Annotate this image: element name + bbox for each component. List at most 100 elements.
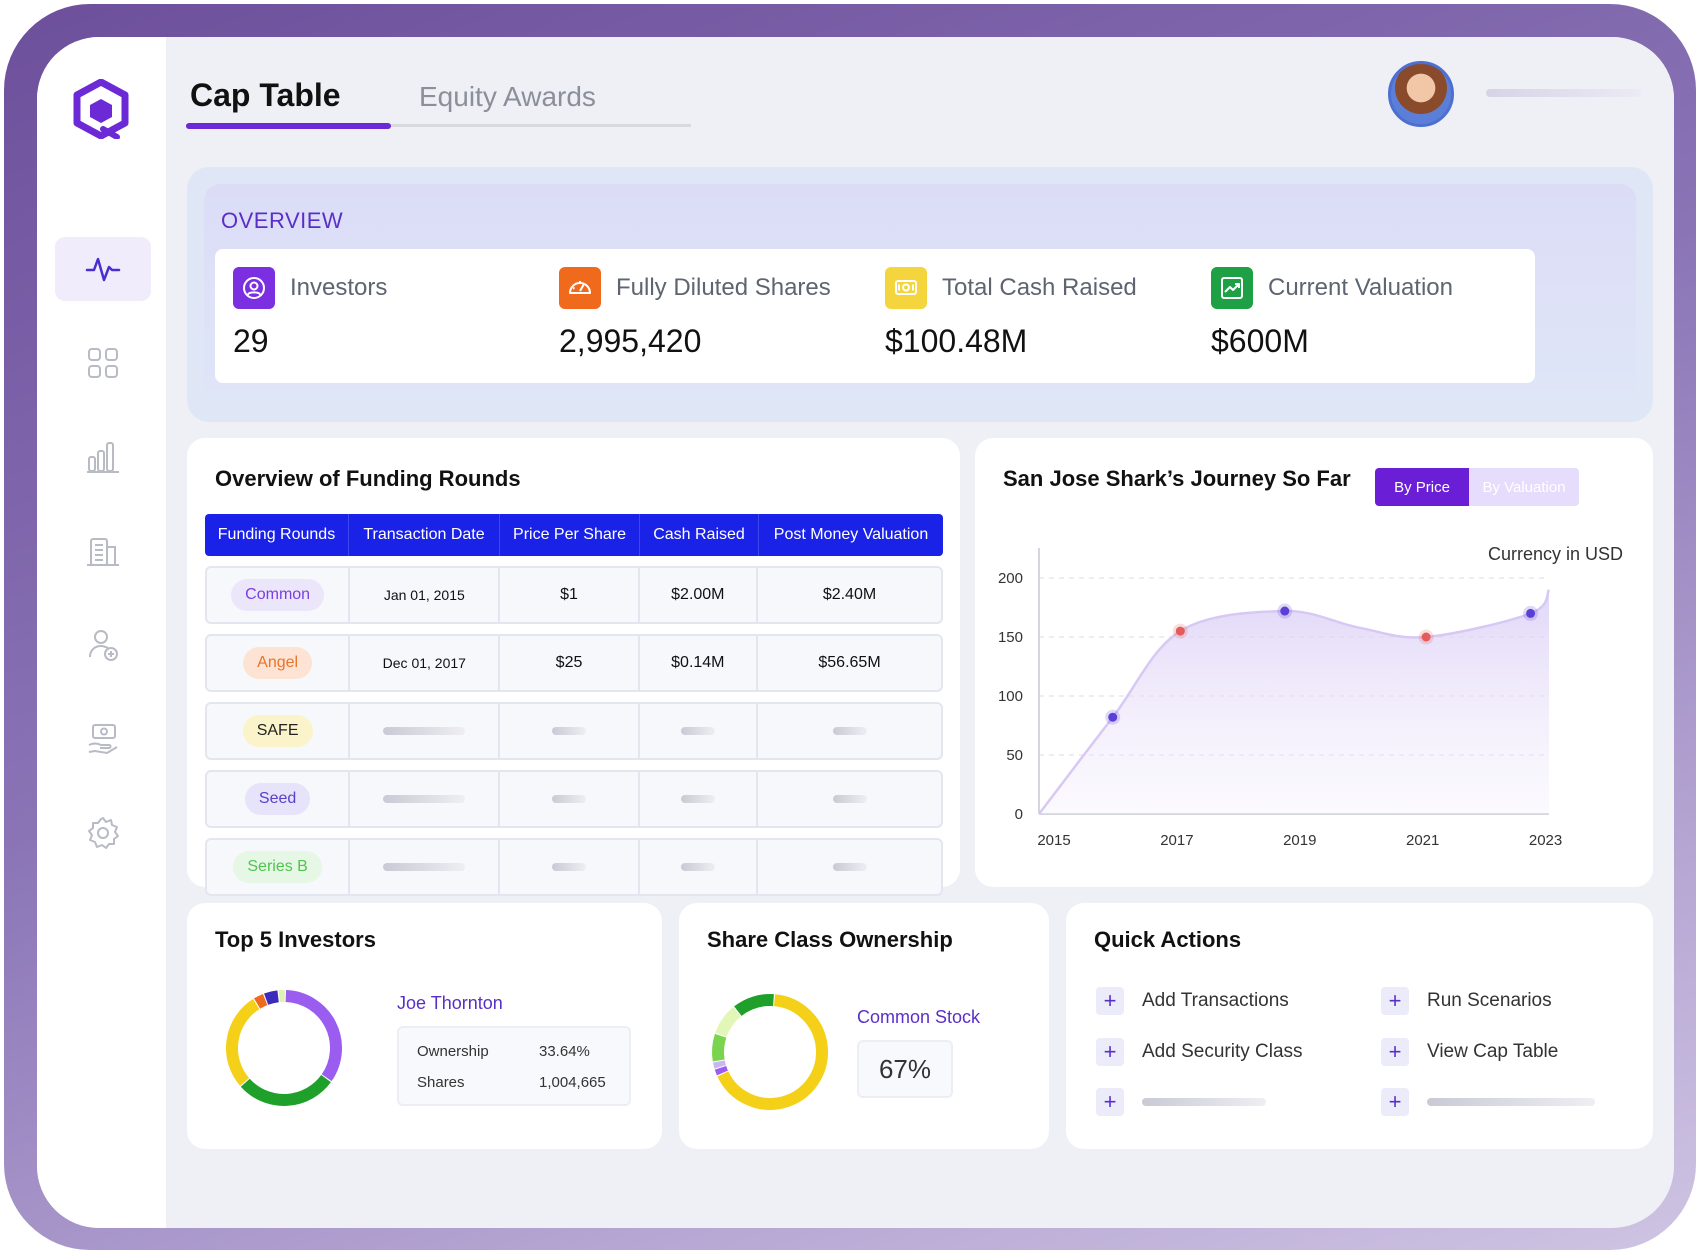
bar-chart-icon: [87, 442, 119, 473]
nav-activity[interactable]: [55, 237, 151, 301]
journey-chart-panel: San Jose Shark’s Journey So Far By Price…: [975, 438, 1653, 887]
add-transactions-action[interactable]: + Add Transactions: [1096, 987, 1289, 1015]
y-tick-label: 0: [1015, 806, 1023, 823]
speedometer-icon: [559, 267, 601, 309]
table-row[interactable]: Series B: [205, 838, 943, 896]
plus-icon: +: [1096, 1088, 1124, 1116]
skeleton-placeholder: [832, 727, 867, 735]
post-money-valuation: $2.40M: [822, 586, 877, 603]
shares-value: 1,004,665: [539, 1074, 606, 1091]
data-point: [1421, 632, 1431, 642]
column-header[interactable]: Transaction Date: [349, 514, 500, 556]
stat-card-current-valuation[interactable]: Current Valuation $600M: [1193, 249, 1535, 383]
post-money-valuation: $56.65M: [818, 654, 881, 671]
skeleton-placeholder: [1427, 1098, 1595, 1106]
stat-value: 2,995,420: [559, 323, 702, 359]
plus-icon: +: [1381, 1088, 1409, 1116]
journey-line-chart: 200 150 100 50 0 2015 2017 2019 2021 2023: [998, 548, 1562, 849]
data-point: [1108, 712, 1118, 722]
plus-icon: +: [1381, 987, 1409, 1015]
nav-stakeholders[interactable]: [55, 613, 151, 677]
x-tick-label: 2023: [1529, 832, 1562, 849]
skeleton-placeholder: [383, 795, 466, 803]
device-frame: Cap Table Equity Awards OVERVIEW Investo…: [4, 4, 1696, 1250]
stat-card-total-cash-raised[interactable]: Total Cash Raised $100.48M: [867, 249, 1209, 383]
nav-settings[interactable]: [55, 801, 151, 865]
user-add-icon: [89, 630, 118, 661]
area-fill: [1039, 589, 1549, 814]
stat-value: 29: [233, 323, 269, 359]
currency-note: Currency in USD: [1487, 544, 1623, 564]
column-header[interactable]: Post Money Valuation: [773, 526, 929, 543]
logo-icon[interactable]: [73, 79, 129, 139]
stat-card-fully-diluted-shares[interactable]: Fully Diluted Shares 2,995,420: [541, 249, 883, 383]
round-badge[interactable]: Common: [231, 579, 325, 611]
stat-label: Total Cash Raised: [942, 274, 1137, 301]
quick-actions-panel: Quick Actions + Add Transactions + Run Sce…: [1066, 903, 1653, 1149]
table-row[interactable]: SAFE: [205, 702, 943, 760]
by-valuation-toggle[interactable]: By Valuation: [1469, 468, 1579, 506]
column-header[interactable]: Price Per Share: [500, 514, 640, 556]
stat-label: Fully Diluted Shares: [616, 274, 831, 301]
nav-reports[interactable]: [55, 425, 151, 489]
round-badge[interactable]: Series B: [233, 851, 322, 883]
cash-raised: $0.14M: [640, 636, 759, 690]
table-row[interactable]: Angel Dec 01, 2017 $25 $0.14M $56.65M: [205, 634, 943, 692]
ownership-value: 33.64%: [539, 1043, 590, 1060]
x-tick-label: 2017: [1160, 832, 1193, 849]
panel-title: Quick Actions: [1094, 927, 1242, 952]
activity-icon: [85, 257, 121, 282]
action-label: View Cap Table: [1427, 1041, 1559, 1062]
nav-dashboard[interactable]: [55, 331, 151, 395]
table-row[interactable]: Seed: [205, 770, 943, 828]
round-badge[interactable]: Angel: [243, 647, 313, 679]
skeleton-placeholder: [680, 795, 715, 803]
donut-segment: [734, 994, 774, 1017]
round-badge[interactable]: SAFE: [242, 715, 313, 747]
by-price-toggle[interactable]: By Price: [1375, 468, 1469, 506]
user-circle-icon: [233, 267, 275, 309]
column-header[interactable]: Funding Rounds: [205, 514, 349, 556]
skeleton-placeholder: [552, 727, 587, 735]
view-cap-table-action[interactable]: + View Cap Table: [1381, 1038, 1558, 1066]
skeleton-placeholder: [383, 727, 466, 735]
selected-investor-name[interactable]: Joe Thornton: [397, 993, 503, 1013]
transaction-date: Dec 01, 2017: [350, 636, 501, 690]
tab-cap-table[interactable]: Cap Table: [190, 77, 341, 113]
donut-segment: [717, 994, 828, 1110]
plus-icon: +: [1096, 987, 1124, 1015]
avatar[interactable]: [1388, 61, 1454, 127]
donut-segment: [712, 1060, 726, 1069]
share-class-donut-chart[interactable]: [705, 987, 835, 1117]
stat-value: $100.48M: [885, 323, 1028, 359]
shares-label: Shares: [417, 1074, 465, 1091]
selected-share-class[interactable]: Common Stock: [857, 1007, 981, 1027]
y-tick-label: 100: [998, 688, 1023, 705]
table-row[interactable]: Common Jan 01, 2015 $1 $2.00M $2.40M: [205, 566, 943, 624]
column-header[interactable]: Cash Raised: [640, 514, 759, 556]
share-class-percent: 67%: [857, 1040, 953, 1098]
investors-donut-chart[interactable]: [219, 983, 349, 1113]
placeholder-action[interactable]: +: [1381, 1088, 1595, 1116]
funding-rounds-panel: Overview of Funding Rounds Funding Round…: [187, 438, 960, 896]
stat-card-investors[interactable]: Investors 29: [215, 249, 557, 383]
cash-icon: [885, 267, 927, 309]
round-badge[interactable]: Seed: [244, 783, 311, 815]
nav-payments[interactable]: [55, 707, 151, 771]
building-icon: [87, 538, 119, 566]
add-security-class-action[interactable]: + Add Security Class: [1096, 1038, 1303, 1066]
data-point: [1526, 608, 1536, 618]
panel-title: Share Class Ownership: [707, 927, 953, 952]
price-per-share: $25: [500, 636, 640, 690]
run-scenarios-action[interactable]: + Run Scenarios: [1381, 987, 1552, 1015]
gear-icon: [88, 817, 119, 849]
panel-title: Overview of Funding Rounds: [215, 466, 521, 491]
tab-equity-awards[interactable]: Equity Awards: [419, 81, 596, 112]
skeleton-placeholder: [1142, 1098, 1266, 1106]
top-bar: Cap Table Equity Awards: [166, 37, 1674, 149]
top-investors-panel: Top 5 Investors Joe Thornton Ownership 3…: [187, 903, 662, 1149]
overview-panel: OVERVIEW Investors 29 Fully Diluted Shar…: [204, 184, 1636, 404]
nav-company[interactable]: [55, 519, 151, 583]
stat-label: Investors: [290, 274, 388, 301]
placeholder-action[interactable]: +: [1096, 1088, 1266, 1116]
